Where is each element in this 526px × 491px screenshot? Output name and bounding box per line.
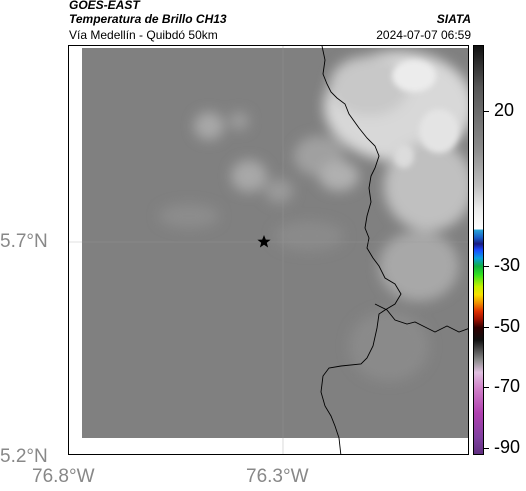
cloud-patches — [159, 51, 468, 381]
colorbar-label: -30 — [494, 255, 521, 275]
colorbar-label: -70 — [494, 376, 521, 396]
star-icon — [257, 235, 271, 248]
colorbar-tick — [484, 387, 489, 388]
colorbar-tick — [484, 266, 489, 267]
region-label: Vía Medellín - Quibdó 50km — [69, 28, 218, 42]
lon-tick-label: 76.8°W — [32, 466, 95, 487]
lat-tick-label: 5.2°N — [0, 446, 48, 467]
department-border — [320, 46, 402, 454]
colorbar-label: -90 — [494, 437, 521, 457]
colorbar-tick — [484, 327, 489, 328]
satellite-title: GOES-EAST — [69, 0, 140, 12]
satellite-map[interactable] — [68, 45, 469, 455]
lat-tick-label: 5.7°N — [0, 231, 48, 252]
colorbar-tick — [484, 448, 489, 449]
department-border — [374, 303, 468, 333]
map-canvas — [69, 46, 468, 454]
colorbar-label: 20 — [494, 100, 515, 120]
colorbar — [473, 45, 484, 455]
organization-label: SIATA — [436, 12, 471, 26]
colorbar-label: -50 — [494, 316, 521, 336]
datetime-label: 2024-07-07 06:59 — [376, 28, 471, 42]
product-title: Temperatura de Brillo CH13 — [69, 12, 227, 26]
lon-tick-label: 76.3°W — [246, 466, 309, 487]
colorbar-tick — [484, 111, 489, 112]
